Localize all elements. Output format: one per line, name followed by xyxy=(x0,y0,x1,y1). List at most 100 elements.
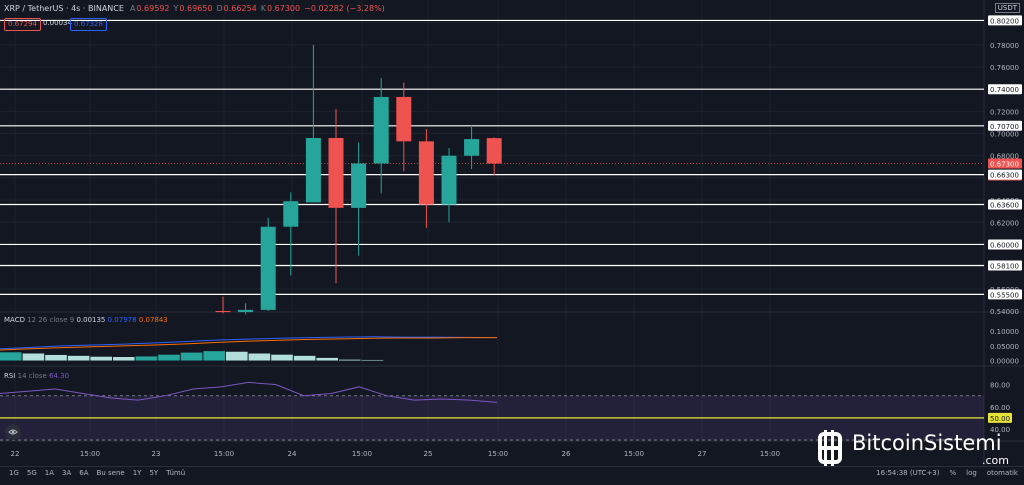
status-area: 16:54:38 (UTC+3) % log otomatik xyxy=(876,469,1018,477)
time-axis-label: 15:00 xyxy=(760,450,780,458)
ohlc-item: D0.66254 xyxy=(216,4,257,13)
auto-toggle[interactable]: otomatik xyxy=(986,469,1018,477)
price-axis-label: 0.55500 xyxy=(990,291,1019,299)
price-axis-label: 0.54000 xyxy=(990,308,1019,316)
rsi-axis-label: 40.00 xyxy=(990,426,1010,434)
interval-label: 4s xyxy=(71,4,81,13)
price-axis-label-bg xyxy=(988,84,1022,95)
macd-axis-label: 0.10000 xyxy=(990,328,1019,336)
log-toggle[interactable]: log xyxy=(966,469,977,477)
macd-histogram-bar xyxy=(0,352,22,361)
rsi-axis-label: 50.00 xyxy=(990,415,1010,423)
symbol-name: XRP / TetherUS xyxy=(4,4,64,13)
macd-legend: MACD 12 26 close 9 0.00135 0.07978 0.078… xyxy=(4,316,168,324)
macd-histogram-bar xyxy=(67,355,90,361)
clock: 16:54:38 (UTC+3) xyxy=(876,469,940,477)
rsi-axis-label: 80.00 xyxy=(990,382,1010,390)
chart-header: XRP / TetherUS · 4s · BINANCE A0.69592 Y0… xyxy=(4,4,389,13)
spread-value: 0.00034 xyxy=(43,19,72,27)
time-axis-label: 15:00 xyxy=(624,450,644,458)
macd-histogram-bar xyxy=(158,354,180,361)
macd-histogram-bar xyxy=(248,353,271,361)
macd-histogram-bar xyxy=(226,351,248,361)
macd-histogram-bar xyxy=(113,357,135,361)
price-axis-label: 0.76000 xyxy=(990,64,1019,72)
candle-body xyxy=(260,226,276,310)
bid-price-box[interactable]: 0.67294 xyxy=(4,18,41,31)
price-axis-label: 0.74000 xyxy=(990,86,1019,94)
candle-body xyxy=(328,137,344,208)
currency-label[interactable]: USDT xyxy=(994,3,1020,13)
macd-histogram-bar xyxy=(90,356,112,361)
ohlc-item: K0.67300 xyxy=(260,4,301,13)
price-axis-label: 0.58100 xyxy=(990,263,1019,271)
price-axis-label: 0.80200 xyxy=(990,17,1019,25)
rsi-name: RSI xyxy=(4,372,16,380)
macd-axis-label: 0.05000 xyxy=(990,343,1019,351)
time-axis-label: 15:00 xyxy=(488,450,508,458)
price-axis-label: 0.72000 xyxy=(990,108,1019,116)
price-axis-label: 0.63600 xyxy=(990,202,1019,210)
candle-body xyxy=(351,163,367,208)
price-axis-label-bg xyxy=(988,199,1022,210)
rsi-value: 64.30 xyxy=(49,372,70,380)
price-axis-label: 0.70700 xyxy=(990,123,1019,131)
macd-histogram-bar xyxy=(316,357,338,361)
bitcoinsistemi-logo: BitcoinSistemi .com xyxy=(812,428,1022,468)
rsi-legend: RSI 14 close 64.30 xyxy=(4,372,69,380)
percent-toggle[interactable]: % xyxy=(949,469,957,477)
macd-histogram-bar xyxy=(339,359,361,361)
macd-histogram-bar xyxy=(45,354,67,361)
bitcoin-logo-icon xyxy=(818,430,842,466)
logo-tld: .com xyxy=(982,454,1009,467)
price-axis-label: 0.62000 xyxy=(990,219,1019,227)
ask-price-box[interactable]: 0.67328 xyxy=(70,18,107,31)
ohlc-item: −0.02282 (−3.28%) xyxy=(304,4,385,13)
timeframe-button[interactable]: 1Y xyxy=(132,469,142,477)
macd-axis-label: 0.00000 xyxy=(990,358,1019,366)
macd-signal-line xyxy=(0,337,497,351)
price-axis-label: 0.67300 xyxy=(990,161,1019,169)
macd-signal-value: 0.07843 xyxy=(138,316,168,324)
candle-body xyxy=(418,141,434,205)
candle-body xyxy=(283,201,299,227)
timeframe-button[interactable]: 3A xyxy=(62,469,72,477)
time-axis-label: 25 xyxy=(424,450,433,458)
macd-hist-value: 0.00135 xyxy=(76,316,106,324)
time-axis-label: 15:00 xyxy=(214,450,234,458)
bottom-toolbar: 1G 5G 1A 3A 6A Bu sene 1Y 5Y Tümü 16:54:38 (UTC+… xyxy=(0,466,1024,485)
chart-settings-button[interactable] xyxy=(5,424,21,440)
timeframe-button[interactable]: 1A xyxy=(44,469,55,477)
macd-histogram-bar xyxy=(22,353,45,361)
candle-body xyxy=(486,138,502,164)
macd-name: MACD xyxy=(4,316,25,324)
candle-body xyxy=(215,311,231,313)
symbol-title[interactable]: XRP / TetherUS · 4s · BINANCE xyxy=(4,4,124,13)
timeframe-button[interactable]: Tümü xyxy=(166,469,186,477)
timeframe-button[interactable]: 5G xyxy=(26,469,37,477)
rsi-axis-label: 60.00 xyxy=(990,404,1010,412)
timeframe-button[interactable]: 6A xyxy=(79,469,89,477)
rsi-params: 14 close xyxy=(17,372,47,380)
candle-body xyxy=(441,155,457,205)
candle-body xyxy=(396,96,412,142)
price-axis-label-bg xyxy=(988,289,1022,300)
timeframe-button[interactable]: Bu sene xyxy=(96,469,125,477)
ohlc-item: Y0.69650 xyxy=(173,4,213,13)
macd-line-value: 0.07978 xyxy=(107,316,137,324)
timeframe-selector: 1G 5G 1A 3A 6A Bu sene 1Y 5Y Tümü xyxy=(9,469,185,477)
macd-histogram-bar xyxy=(135,356,158,361)
macd-histogram-bar xyxy=(180,352,203,361)
candle-body xyxy=(464,139,480,156)
eye-icon xyxy=(8,429,18,435)
price-axis-label: 0.70000 xyxy=(990,131,1019,139)
timeframe-button[interactable]: 5Y xyxy=(149,469,159,477)
price-axis-label: 0.78000 xyxy=(990,42,1019,50)
timeframe-button[interactable]: 1G xyxy=(9,469,19,477)
candle-body xyxy=(373,96,389,164)
price-axis-label-bg xyxy=(988,239,1022,250)
time-axis-label: 22 xyxy=(11,450,20,458)
price-axis-label-bg xyxy=(988,158,1022,169)
exchange-label: BINANCE xyxy=(88,4,124,13)
